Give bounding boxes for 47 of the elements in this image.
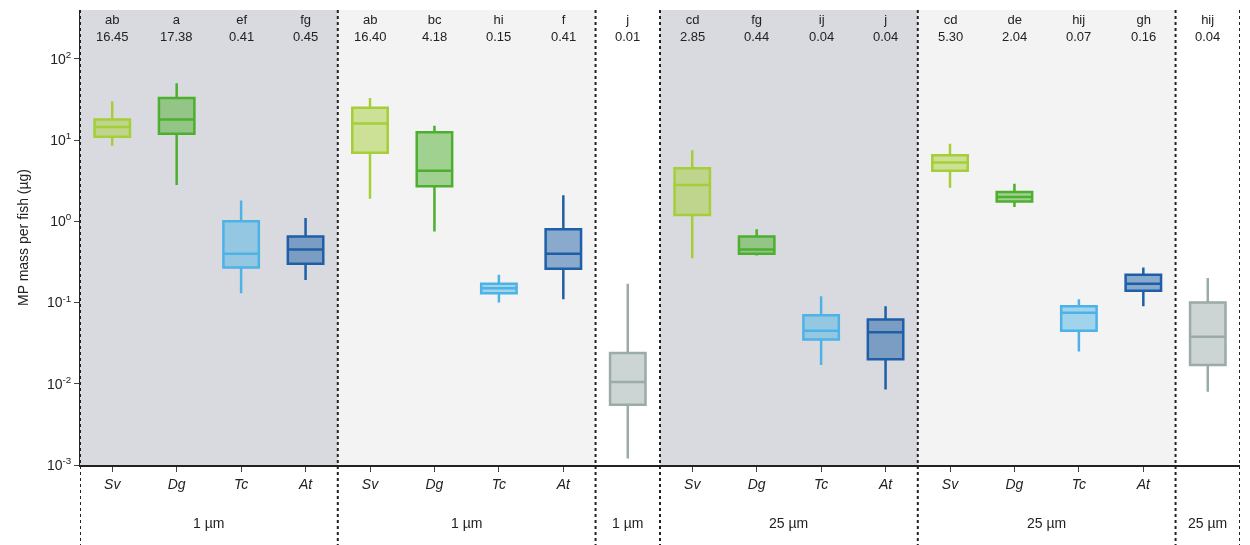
y-tick-label: 10$^{2}$ [50, 48, 72, 67]
annotation: gh 0.16 [1131, 12, 1157, 44]
x-tick-label: Tc [233, 475, 249, 492]
annotation: cd 5.30 [938, 12, 964, 44]
x-tick-label: Tc [813, 475, 829, 492]
annotation: j 0.04 [873, 12, 899, 44]
x-tick-label: At [555, 475, 572, 492]
x-tick-label: At [1135, 475, 1152, 492]
annotation: de 2.04 [1002, 12, 1028, 44]
y-tick-label: 10$^{-3}$ [46, 455, 72, 473]
annotation: hij 0.07 [1066, 12, 1092, 44]
annotation: ab 16.45 [96, 12, 129, 44]
y-tick-label: 10$^{-2}$ [46, 373, 72, 392]
x-tick-label: Dg [425, 475, 444, 492]
annotation: j 0.01 [615, 12, 641, 44]
x-tick-label: Tc [491, 475, 507, 492]
text: 1 µm [193, 515, 225, 531]
x-tick-label: Sv [104, 475, 122, 492]
x-tick-label: At [297, 475, 314, 492]
x-tick-label: Dg [167, 475, 186, 492]
text: 25 µm [769, 515, 809, 531]
text: 1 µm [451, 515, 483, 531]
x-tick-label: Sv [941, 475, 960, 492]
annotation: ij 0.04 [809, 12, 835, 44]
annotation: bc 4.18 [422, 12, 448, 44]
annotation: fg 0.45 [293, 12, 319, 44]
annotation: cd 2.85 [680, 12, 706, 44]
y-tick-label: 10$^{0}$ [50, 211, 72, 230]
text: 25 µm [1027, 515, 1067, 531]
x-tick-label: Dg [747, 475, 766, 492]
annotation: hi 0.15 [486, 12, 512, 44]
annotation: f 0.41 [551, 12, 577, 44]
x-tick-label: Sv [684, 475, 702, 492]
annotation: ef 0.41 [229, 12, 255, 44]
x-tick-label: Tc [1071, 475, 1087, 492]
y-axis-title: MP mass per fish (µg) [14, 169, 31, 306]
annotation: fg 0.44 [744, 12, 770, 44]
annotation: a 17.38 [160, 12, 193, 44]
annotation: hij 0.04 [1195, 12, 1221, 44]
text: 25 µm [1188, 515, 1228, 531]
y-tick-label: 10$^{-1}$ [46, 292, 72, 311]
x-tick-label: At [877, 475, 894, 492]
y-tick-label: 10$^{1}$ [50, 130, 72, 149]
x-tick-label: Sv [361, 475, 380, 492]
annotation: ab 16.40 [354, 12, 387, 44]
text: 1 µm [612, 515, 644, 531]
x-tick-label: Dg [1005, 475, 1024, 492]
